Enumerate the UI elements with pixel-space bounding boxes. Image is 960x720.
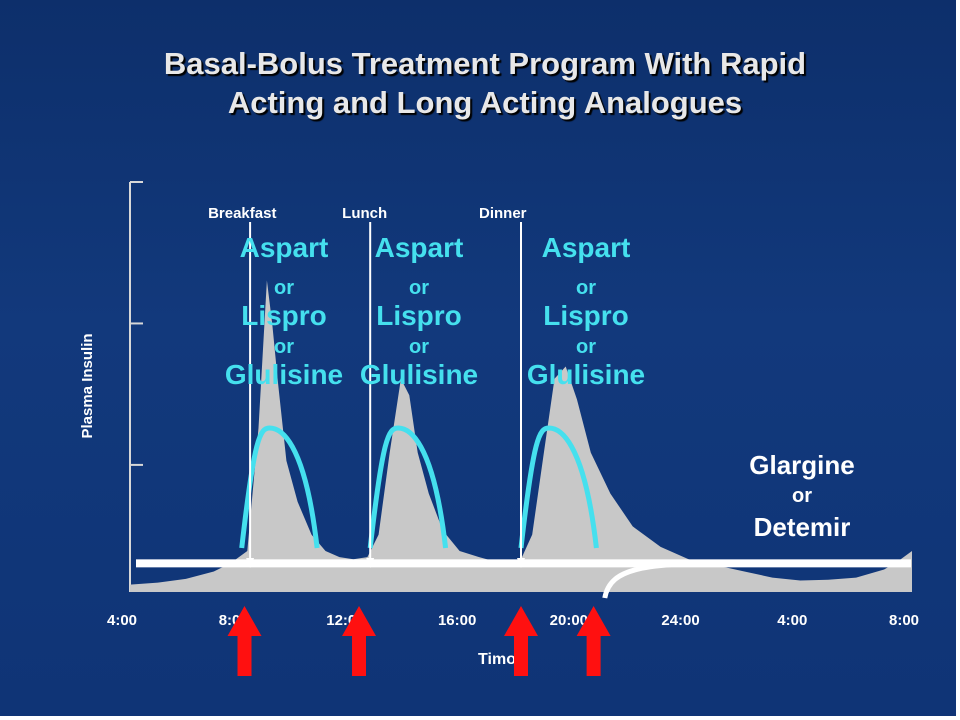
x-tick-label: 16:00	[438, 612, 476, 629]
dosing-arrow-icon	[504, 606, 538, 676]
rapid-acting-label: or	[576, 277, 596, 299]
long-acting-onset-curve	[602, 559, 731, 599]
y-axis-label: Plasma Insulin	[79, 333, 96, 438]
x-tick-label: 20:00	[550, 612, 588, 629]
rapid-acting-label: Aspart	[375, 232, 464, 263]
rapid-acting-label: Aspart	[240, 232, 329, 263]
long-acting-basal-line	[136, 559, 911, 568]
rapid-acting-label: Glulisine	[360, 359, 478, 390]
rapid-acting-label: Glulisine	[225, 359, 343, 390]
rapid-acting-label: Glulisine	[527, 359, 645, 390]
rapid-acting-label: or	[274, 336, 294, 358]
rapid-acting-label: Lispro	[376, 300, 462, 331]
rapid-acting-label: or	[274, 277, 294, 299]
long-acting-label: Detemir	[754, 512, 851, 542]
rapid-acting-label: or	[576, 336, 596, 358]
rapid-acting-label: or	[409, 277, 429, 299]
dosing-arrow-icon	[342, 606, 377, 676]
title-line-2: Acting and Long Acting Analogues	[227, 85, 743, 120]
meal-label: Breakfast	[208, 205, 276, 222]
rapid-acting-curve	[367, 425, 449, 549]
page-title: Basal-Bolus Treatment Program With Rapid…	[0, 44, 956, 122]
rapid-acting-label: Lispro	[543, 300, 629, 331]
x-axis-label: Timo	[478, 651, 516, 668]
x-tick-label: 8:00	[889, 612, 919, 629]
meal-label: Dinner	[479, 205, 527, 222]
dosing-arrow-icon	[576, 606, 611, 676]
rapid-acting-label: Lispro	[241, 300, 327, 331]
x-tick-label: 4:00	[777, 612, 807, 629]
x-tick-label: 4:00	[107, 612, 137, 629]
x-tick-label: 24:00	[661, 612, 699, 629]
rapid-acting-curve	[518, 425, 599, 549]
rapid-acting-label: Aspart	[542, 232, 631, 263]
meal-label: Lunch	[342, 205, 387, 222]
long-acting-label: or	[792, 485, 812, 507]
rapid-acting-label: or	[409, 336, 429, 358]
dosing-arrow-icon	[227, 606, 262, 676]
title-line-1: Basal-Bolus Treatment Program With Rapid	[163, 46, 807, 81]
rapid-acting-curve	[239, 425, 320, 549]
long-acting-label: Glargine	[749, 450, 854, 480]
